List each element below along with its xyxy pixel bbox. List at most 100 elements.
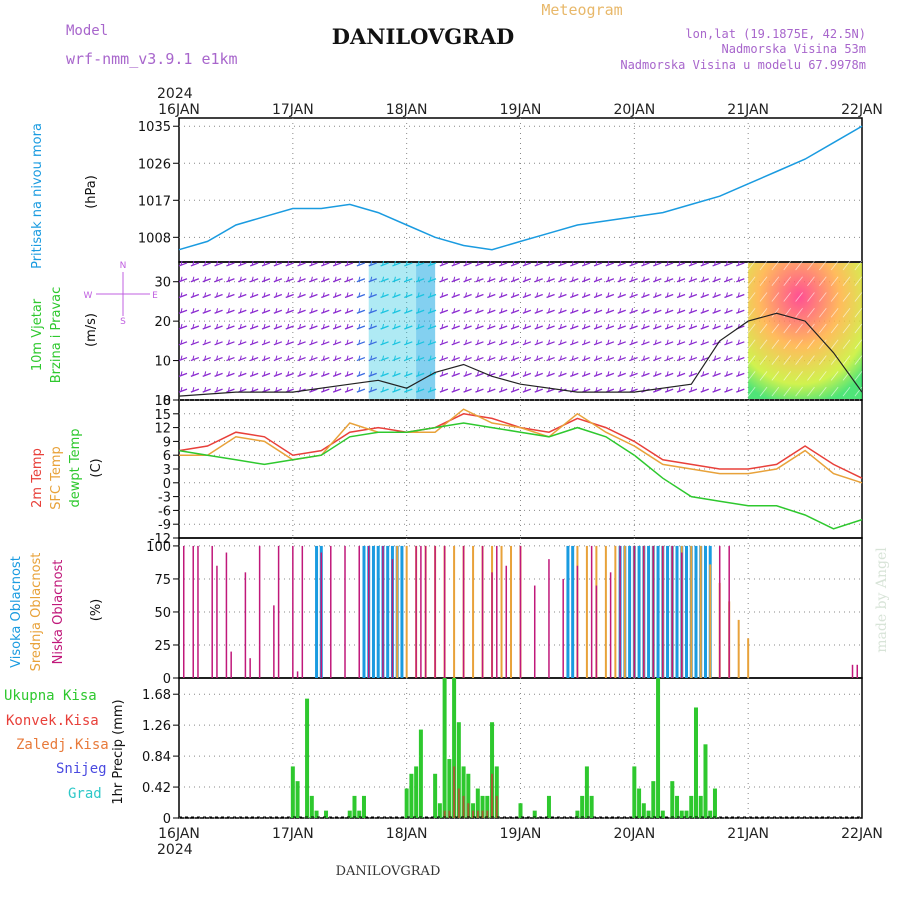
wind-barb-tick — [192, 308, 195, 313]
wind-barb-tick — [405, 292, 408, 297]
wind-barb — [498, 341, 508, 346]
wind-barb — [178, 262, 188, 267]
wind-barb-tick — [287, 308, 290, 313]
chart-title: DANILOVGRAD — [332, 24, 514, 49]
wind-barb — [653, 309, 662, 314]
wind-barb-tick — [642, 260, 645, 266]
wind-barb — [546, 341, 555, 346]
wind-barb — [380, 341, 389, 346]
low-cloud-bar — [192, 545, 194, 678]
wind-barb-tick — [476, 323, 479, 329]
wind-barb-tick — [192, 386, 195, 392]
wind-barb-tick — [642, 355, 645, 360]
wind-barb-tick — [737, 260, 740, 266]
wind-barb-storm — [747, 323, 756, 334]
wind-barb — [664, 309, 674, 314]
wind-barb — [309, 293, 318, 299]
wind-barb-tick — [465, 308, 468, 313]
wind-barb-tick — [453, 371, 456, 376]
mid-cloud-bar — [614, 545, 617, 678]
wind-barb-tick — [429, 323, 432, 329]
wind-barb-tick — [251, 323, 254, 329]
wind-barb-tick — [180, 308, 183, 313]
wind-barb-storm — [830, 386, 839, 397]
wind-barb — [226, 309, 235, 314]
pressure-side-labels: Pritisak na nivou mora (hPa) — [30, 123, 99, 269]
wind-barb — [712, 293, 721, 299]
wind-barb-tick — [476, 386, 479, 392]
wind-barb-tick — [642, 276, 645, 281]
low-cloud-bar — [671, 545, 674, 678]
wind-barb — [664, 356, 674, 362]
wind-barb-storm — [759, 292, 768, 302]
wind-barb-tick — [393, 386, 396, 392]
wind-barb — [510, 341, 520, 346]
wind-barb-tick — [263, 323, 266, 329]
low-cloud-bar — [491, 572, 493, 678]
mid-cloud-bar — [500, 545, 503, 678]
wind-barb-tick — [654, 292, 657, 297]
wind-barb — [653, 341, 662, 346]
high-cloud-bar — [566, 545, 570, 678]
time-tick-bottom: 18JAN — [386, 826, 428, 842]
wind-barb — [368, 293, 377, 299]
wind-barb — [736, 356, 745, 362]
precip-total-label: Ukupna Kisa — [4, 688, 97, 704]
mid-cloud-bar — [510, 545, 513, 678]
wind-barb — [510, 293, 520, 299]
precip-bars — [179, 678, 862, 818]
wind-barb-tick — [251, 355, 254, 360]
wind-barb-tick — [417, 276, 420, 281]
wind-barb — [498, 293, 508, 299]
low-cloud-bar — [652, 545, 655, 678]
wind-barb — [321, 309, 330, 314]
precip-total-bar — [409, 773, 414, 818]
wind-barb — [593, 356, 603, 362]
wind-barb — [380, 388, 389, 393]
precip-total-bar — [532, 810, 537, 818]
precip-total-bar — [575, 810, 580, 818]
wind-barb-tick — [571, 323, 574, 329]
wind-barb-tick — [216, 386, 219, 392]
wind-barb — [641, 372, 650, 377]
wind-barb-tick — [310, 276, 313, 281]
wind-barb-tick — [263, 308, 266, 313]
wind-barb — [522, 356, 532, 362]
pressure-side-label: Pritisak na nivou mora — [30, 123, 45, 269]
wind-barb — [392, 341, 401, 346]
temperature-y-tick: 9 — [163, 435, 171, 450]
wind-barb-tick — [702, 355, 705, 360]
wind-barb-tick — [180, 292, 183, 297]
wind-barb — [451, 309, 460, 314]
wind-barb — [238, 262, 247, 267]
wind-barb-tick — [595, 292, 598, 297]
wind-barb-storm — [783, 339, 792, 350]
wind-side-labels: 10m Vjetar Brzina i Pravac (m/s) N S W E — [30, 261, 158, 383]
low-cloud-bar — [462, 545, 465, 678]
wind-barb-tick — [666, 339, 669, 344]
wind-barb-tick — [334, 386, 337, 392]
wind-barb-tick — [382, 323, 385, 329]
wind-barb — [285, 356, 294, 362]
wind-barb-storm — [771, 308, 780, 318]
low-cloud-bar — [562, 578, 564, 678]
wind-barb — [641, 356, 650, 362]
precip-conv-bar — [453, 766, 456, 818]
wind-barb — [226, 372, 235, 377]
wind-barb — [593, 341, 603, 346]
wind-barb — [297, 325, 306, 330]
wind-barb-tick — [583, 276, 586, 281]
wind-barb — [261, 262, 271, 267]
wind-barb — [498, 262, 508, 267]
wind-barb — [534, 278, 543, 283]
temperature-y-tick: 0 — [163, 477, 171, 492]
wind-barb-tick — [524, 386, 527, 392]
wind-barb — [368, 341, 377, 346]
wind-barb-tick — [405, 260, 408, 266]
wind-barb-tick — [334, 339, 337, 344]
wind-barb-tick — [180, 323, 183, 329]
wind-barb — [202, 309, 211, 314]
wind-barb-tick — [299, 339, 302, 344]
